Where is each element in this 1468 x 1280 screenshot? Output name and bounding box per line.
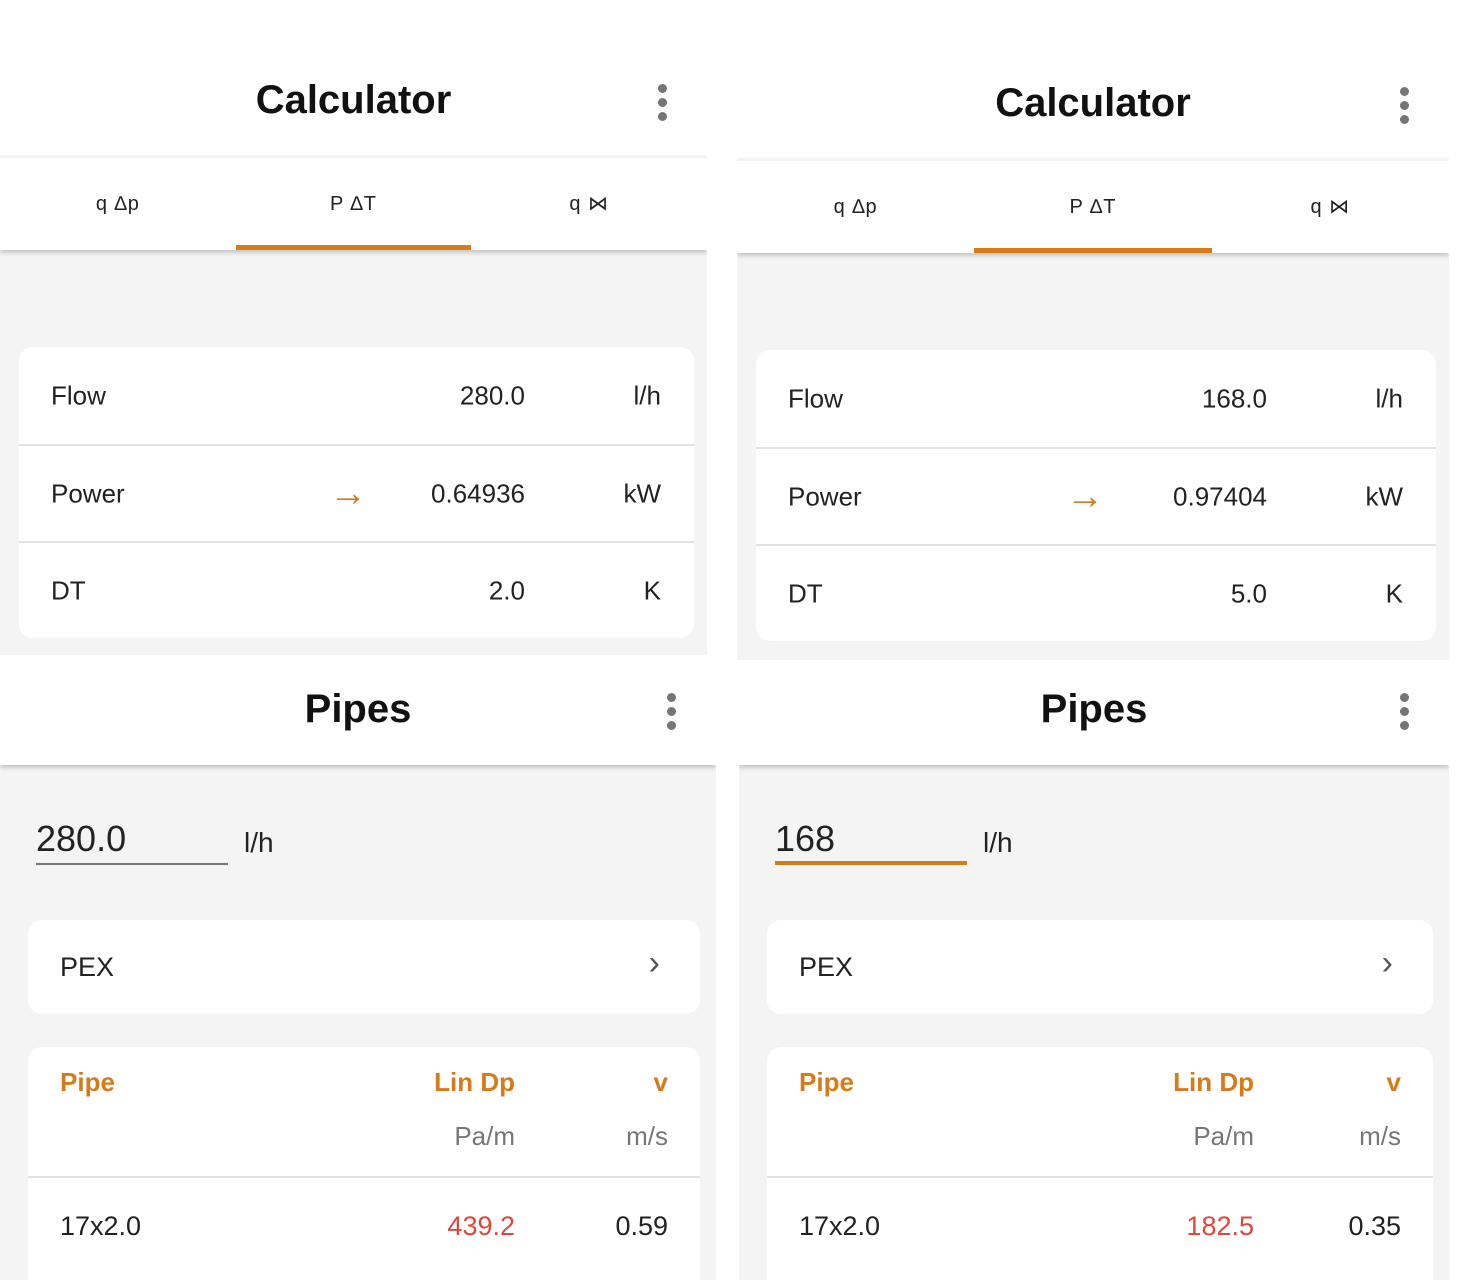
calc-row-dt[interactable]: DT 5.0 K xyxy=(756,544,1436,641)
pipe-table: Pipe Lin Dp v Pa/m m/s 17x2.0 439.2 0.59 xyxy=(28,1047,700,1280)
row-value[interactable]: 168.0 xyxy=(1201,383,1267,413)
dot xyxy=(657,112,667,121)
flow-unit: l/h xyxy=(244,827,274,858)
dot xyxy=(1399,693,1409,702)
row-value[interactable]: 0.64936 xyxy=(431,478,525,508)
dot xyxy=(657,98,667,107)
col-header-pipe: Pipe xyxy=(799,1067,854,1097)
material-label: PEX xyxy=(799,952,854,982)
unit-lin-dp: Pa/m xyxy=(1193,1121,1254,1151)
row-unit: K xyxy=(1385,578,1403,608)
page-title: Pipes xyxy=(1040,687,1148,731)
more-options-button[interactable] xyxy=(657,84,667,121)
row-label: Power xyxy=(788,481,862,511)
tab-1[interactable]: P ∆T xyxy=(235,158,472,250)
dot xyxy=(1399,101,1409,110)
dot xyxy=(1399,115,1409,124)
col-header-v: v xyxy=(1386,1067,1401,1097)
row-unit: kW xyxy=(1365,481,1403,511)
row-unit: l/h xyxy=(633,380,661,410)
app-bar: Calculator xyxy=(0,0,707,155)
unit-lin-dp: Pa/m xyxy=(454,1121,515,1151)
table-divider xyxy=(28,1176,700,1178)
calculator-screen: Calculator q ∆p P ∆T q ⋈ Flow 168.0 l/h Power → 0… xyxy=(737,3,1449,660)
more-options-button[interactable] xyxy=(666,693,676,730)
calc-card: Flow 280.0 l/h Power → 0.64936 kW DT 2.0 K xyxy=(19,347,694,638)
col-header-pipe: Pipe xyxy=(60,1067,115,1097)
cell-lin-dp: 439.2 xyxy=(447,1211,515,1241)
row-label: DT xyxy=(788,578,823,608)
row-value[interactable]: 5.0 xyxy=(1230,578,1267,608)
pipe-table: Pipe Lin Dp v Pa/m m/s 17x2.0 182.5 0.35 xyxy=(767,1047,1433,1280)
table-divider xyxy=(767,1176,1433,1178)
tab-1[interactable]: P ∆T xyxy=(974,161,1212,253)
calc-card: Flow 168.0 l/h Power → 0.97404 kW DT 5.0 K xyxy=(756,350,1436,641)
unit-v: m/s xyxy=(626,1121,668,1151)
dot xyxy=(1399,707,1409,716)
tab-bar: q ∆p P ∆T q ⋈ xyxy=(737,161,1449,253)
arrow-right-icon: → xyxy=(1066,475,1104,517)
tab-0[interactable]: q ∆p xyxy=(95,193,140,215)
material-label: PEX xyxy=(60,952,115,982)
more-options-button[interactable] xyxy=(1399,693,1409,730)
calc-row-power[interactable]: Power → 0.64936 kW xyxy=(19,444,694,541)
dot xyxy=(666,707,676,716)
chevron-right-icon: › xyxy=(648,944,660,982)
page-title: Pipes xyxy=(304,687,412,731)
calc-row-flow[interactable]: Flow 280.0 l/h xyxy=(19,347,694,444)
flow-unit: l/h xyxy=(983,827,1013,858)
material-selector[interactable]: PEX › xyxy=(28,920,700,1014)
unit-v: m/s xyxy=(1359,1121,1401,1151)
cell-pipe: 17x2.0 xyxy=(60,1211,142,1241)
cell-v: 0.35 xyxy=(1348,1211,1401,1241)
page-title: Calculator xyxy=(995,81,1191,125)
dot xyxy=(666,693,676,702)
app-bar: Calculator xyxy=(737,3,1449,158)
dot xyxy=(1399,721,1409,730)
row-value[interactable]: 280.0 xyxy=(459,380,525,410)
row-label: Flow xyxy=(788,383,843,413)
cell-lin-dp: 182.5 xyxy=(1186,1211,1254,1241)
row-label: Flow xyxy=(51,380,106,410)
col-header-lin-dp: Lin Dp xyxy=(434,1067,515,1097)
pipes-screen: Pipes 280.0 l/h PEX › Pipe Lin Dp v Pa/m m/s 17x2.… xyxy=(0,655,716,1280)
row-label: DT xyxy=(51,575,86,605)
cell-v: 0.59 xyxy=(615,1211,668,1241)
cell-pipe: 17x2.0 xyxy=(799,1211,881,1241)
page-title: Calculator xyxy=(255,78,452,122)
calc-row-power[interactable]: Power → 0.97404 kW xyxy=(756,447,1436,544)
calc-row-dt[interactable]: DT 2.0 K xyxy=(19,541,694,638)
more-options-button[interactable] xyxy=(1399,87,1409,124)
calc-row-flow[interactable]: Flow 168.0 l/h xyxy=(756,350,1436,447)
tab-2[interactable]: q ⋈ xyxy=(569,193,610,215)
row-unit: K xyxy=(643,575,661,605)
arrow-right-icon: → xyxy=(329,472,367,514)
col-header-lin-dp: Lin Dp xyxy=(1173,1067,1254,1097)
col-header-v: v xyxy=(653,1067,668,1097)
dot xyxy=(657,84,667,93)
row-value[interactable]: 2.0 xyxy=(488,575,525,605)
chevron-right-icon: › xyxy=(1381,944,1393,982)
material-selector[interactable]: PEX › xyxy=(767,920,1433,1014)
dot xyxy=(1399,87,1409,96)
pipes-screen: Pipes 168 l/h PEX › Pipe Lin Dp v Pa/m m/s 17x2.0 1… xyxy=(739,660,1449,1280)
app-bar: Pipes xyxy=(0,655,716,765)
tab-2[interactable]: q ⋈ xyxy=(1310,196,1351,218)
tab-0[interactable]: q ∆p xyxy=(833,196,878,218)
row-label: Power xyxy=(51,478,125,508)
flow-input[interactable]: 168 xyxy=(775,819,967,865)
row-value[interactable]: 0.97404 xyxy=(1173,481,1267,511)
calculator-screen: Calculator q ∆p P ∆T q ⋈ Flow 280.0 l/h Power → 0… xyxy=(0,0,707,655)
flow-input[interactable]: 280.0 xyxy=(36,819,228,865)
dot xyxy=(666,721,676,730)
tab-bar: q ∆p P ∆T q ⋈ xyxy=(0,158,707,250)
row-unit: kW xyxy=(623,478,661,508)
row-unit: l/h xyxy=(1375,383,1403,413)
app-bar: Pipes xyxy=(739,660,1449,765)
